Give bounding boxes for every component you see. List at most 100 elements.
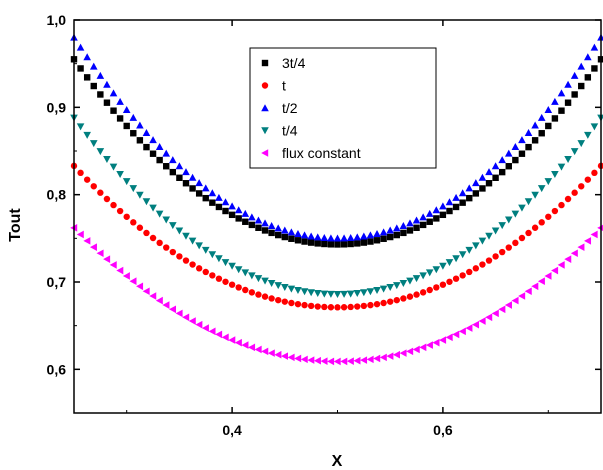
data-point xyxy=(110,107,117,114)
data-point xyxy=(313,233,322,241)
data-point xyxy=(208,251,217,259)
data-point xyxy=(169,305,177,314)
data-point xyxy=(387,233,394,241)
data-point xyxy=(129,277,137,286)
data-point xyxy=(241,269,250,277)
data-point xyxy=(425,209,434,217)
data-point xyxy=(577,243,585,251)
data-point xyxy=(320,290,329,298)
data-point xyxy=(505,244,512,251)
data-point xyxy=(321,240,328,248)
data-point xyxy=(478,317,486,325)
data-point xyxy=(209,272,216,279)
data-point xyxy=(458,251,467,259)
data-point xyxy=(76,43,85,51)
data-point xyxy=(386,352,394,360)
data-point xyxy=(156,239,163,247)
data-point xyxy=(156,156,163,164)
data-point xyxy=(189,185,196,192)
data-point xyxy=(346,234,355,242)
data-point xyxy=(162,301,170,309)
data-point xyxy=(590,43,599,51)
y-tick-label: 0,7 xyxy=(47,274,67,290)
data-point xyxy=(498,222,506,230)
data-point xyxy=(195,190,203,197)
data-point xyxy=(399,349,407,357)
data-point xyxy=(531,121,539,129)
data-point xyxy=(406,227,414,234)
data-point xyxy=(578,82,585,90)
data-point xyxy=(433,284,440,291)
data-point xyxy=(162,216,171,224)
data-point xyxy=(275,296,282,304)
legend-label: t/4 xyxy=(282,123,298,139)
data-point xyxy=(248,289,256,296)
data-point xyxy=(209,199,216,206)
data-point xyxy=(340,290,348,298)
data-point xyxy=(89,243,97,251)
data-point xyxy=(498,168,506,176)
data-point xyxy=(294,354,302,363)
data-point xyxy=(248,343,256,352)
data-point xyxy=(90,82,97,90)
data-point xyxy=(109,163,118,171)
data-point xyxy=(412,216,421,224)
data-point xyxy=(360,302,368,310)
data-point xyxy=(584,176,592,183)
data-point xyxy=(254,216,263,224)
data-point xyxy=(97,91,104,98)
data-point xyxy=(577,62,586,70)
data-point xyxy=(96,148,105,156)
data-point xyxy=(155,143,164,151)
y-tick-label: 0,9 xyxy=(47,99,67,115)
data-point xyxy=(366,231,375,239)
data-point xyxy=(83,176,91,183)
data-point xyxy=(313,290,322,298)
data-point xyxy=(228,211,236,219)
data-point xyxy=(129,185,138,193)
data-point xyxy=(392,224,401,232)
data-point xyxy=(570,71,579,79)
data-point xyxy=(485,257,493,264)
data-point xyxy=(327,357,335,366)
data-point xyxy=(472,320,480,329)
data-point xyxy=(340,357,348,366)
data-point xyxy=(314,303,321,310)
data-point xyxy=(130,130,137,137)
data-point xyxy=(379,285,388,293)
data-point xyxy=(551,115,559,122)
data-point xyxy=(538,219,545,226)
data-point xyxy=(103,195,111,203)
data-point xyxy=(452,255,460,263)
data-point xyxy=(83,131,91,139)
data-point xyxy=(578,183,585,190)
data-point xyxy=(175,227,184,235)
data-point xyxy=(498,248,506,256)
data-point xyxy=(122,178,131,186)
data-point xyxy=(242,218,249,225)
data-point xyxy=(465,246,474,254)
data-point xyxy=(591,169,598,177)
data-point xyxy=(182,232,190,240)
data-point xyxy=(432,338,440,347)
data-point xyxy=(445,198,454,206)
data-point xyxy=(221,198,230,206)
x-tick-label: 0,6 xyxy=(433,422,453,438)
data-point xyxy=(83,53,91,61)
data-point xyxy=(518,292,526,300)
data-point xyxy=(491,162,500,170)
data-point xyxy=(393,296,400,304)
data-point xyxy=(89,62,98,70)
data-point xyxy=(149,292,157,300)
data-point xyxy=(314,240,321,247)
legend-item: t xyxy=(261,78,286,94)
data-point xyxy=(142,198,151,206)
data-point xyxy=(379,353,387,362)
data-point xyxy=(122,272,130,280)
data-point xyxy=(557,163,566,171)
data-point xyxy=(176,174,183,181)
data-point xyxy=(340,304,348,311)
data-point xyxy=(334,241,341,248)
data-point xyxy=(234,206,243,214)
